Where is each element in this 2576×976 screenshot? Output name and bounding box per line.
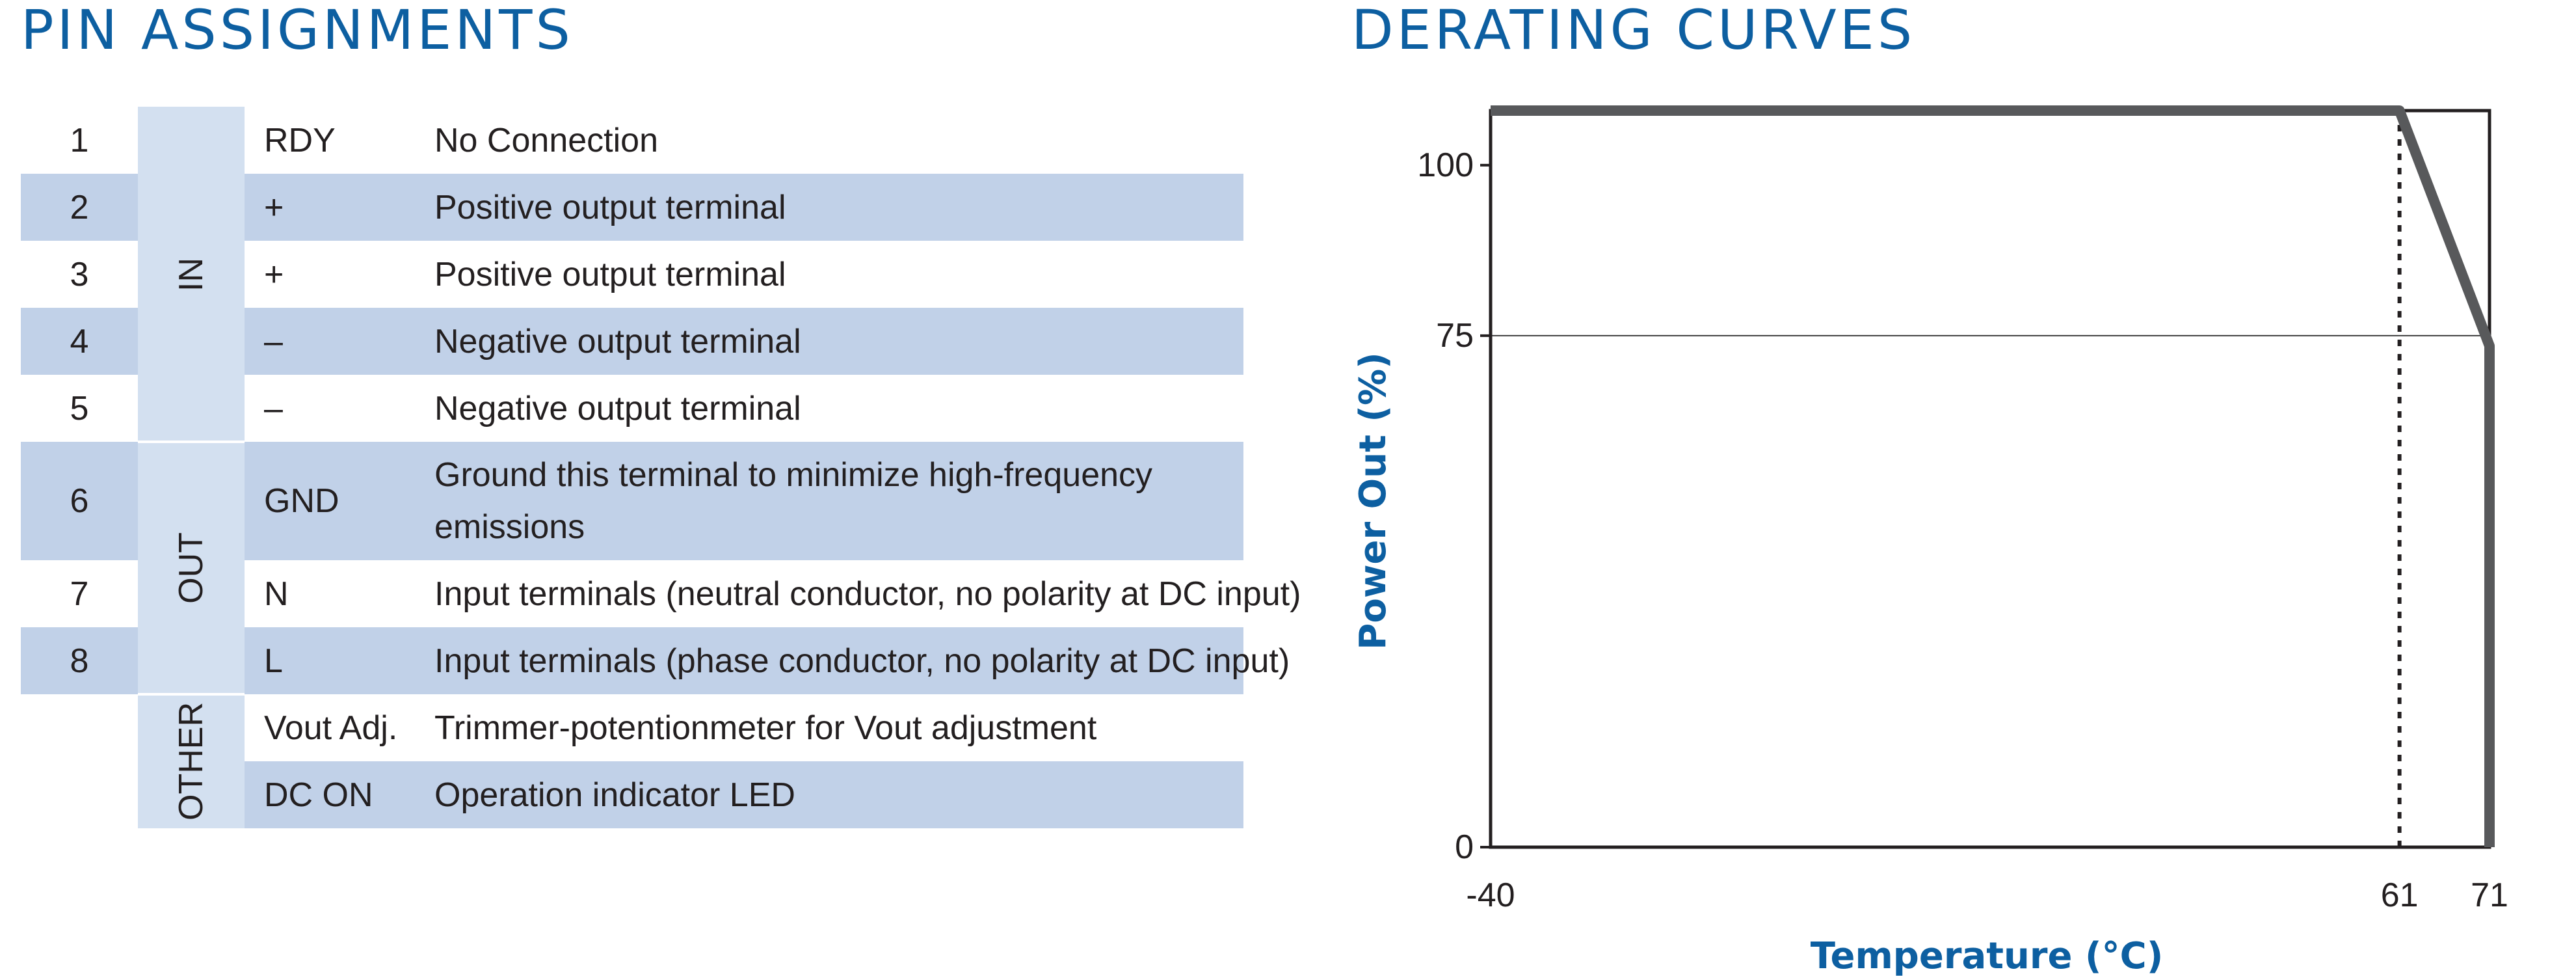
y-tick-label: 0: [1455, 828, 1474, 866]
pin-description: Input terminals (neutral conductor, no p…: [434, 575, 1301, 613]
x-tick-label: -40: [1466, 876, 1515, 914]
y-axis-label: Power Out (%): [1352, 352, 1394, 650]
pin-number: 3: [70, 255, 89, 293]
derating-curve-line: [1491, 105, 2495, 847]
pin-assignments-title: PIN ASSIGNMENTS: [21, 0, 574, 62]
pin-signal: L: [264, 642, 283, 680]
pin-number: 1: [70, 121, 89, 159]
pin-description: Ground this terminal to minimize high-fr…: [434, 456, 1153, 494]
pin-description: No Connection: [434, 121, 658, 159]
pin-signal: DC ON: [264, 776, 373, 814]
pin-signal: –: [264, 322, 283, 360]
pin-table-background: [21, 107, 1243, 828]
pin-description: Positive output terminal: [434, 255, 786, 293]
pin-number: 2: [70, 188, 89, 226]
pin-description: Negative output terminal: [434, 389, 801, 427]
group-label-other: OTHER: [172, 702, 210, 820]
pin-number: 8: [70, 642, 89, 680]
group-band: [138, 442, 245, 694]
pin-description: Input terminals (phase conductor, no pol…: [434, 642, 1290, 680]
group-band: [138, 107, 245, 442]
group-separator: [138, 693, 245, 696]
pin-assignments-table: IN OUT OTHER 1 RDY No Connection 2 + Positive ou…: [21, 107, 1301, 829]
x-axis-label: Temperature (°C): [1810, 935, 2164, 976]
pin-signal: GND: [264, 482, 339, 520]
derating-chart: Power Out (%) Temperature (°C) 0 75 100 -40…: [1333, 85, 2576, 976]
group-label-in: IN: [172, 257, 210, 291]
pin-signal: –: [264, 389, 283, 427]
y-tick-label: 100: [1417, 146, 1474, 184]
y-tick-label: 75: [1436, 316, 1474, 355]
pin-number: 7: [70, 575, 89, 613]
pin-signal: +: [264, 188, 284, 226]
pin-number: 4: [70, 322, 89, 360]
row-band: [245, 761, 1243, 828]
pin-number: 5: [70, 389, 89, 427]
pin-description-line2: emissions: [434, 508, 585, 546]
pin-description: Operation indicator LED: [434, 776, 795, 814]
group-label-out: OUT: [172, 532, 210, 604]
pin-signal: +: [264, 255, 284, 293]
pin-number: 6: [70, 482, 89, 520]
derating-chart-plot: [1480, 105, 2495, 849]
plot-frame: [1489, 109, 2491, 849]
pin-signal: Vout Adj.: [264, 709, 398, 747]
pin-description: Trimmer-potentionmeter for Vout adjustme…: [434, 709, 1097, 747]
x-tick-label: 61: [2380, 876, 2419, 914]
pin-signal: RDY: [264, 121, 336, 159]
group-band: [138, 694, 245, 828]
group-separator: [138, 441, 245, 443]
pin-description: Positive output terminal: [434, 188, 786, 226]
pin-signal: N: [264, 575, 289, 613]
derating-curves-title: DERATING CURVES: [1351, 0, 1916, 62]
pin-description: Negative output terminal: [434, 322, 801, 360]
x-tick-label: 71: [2471, 876, 2508, 914]
